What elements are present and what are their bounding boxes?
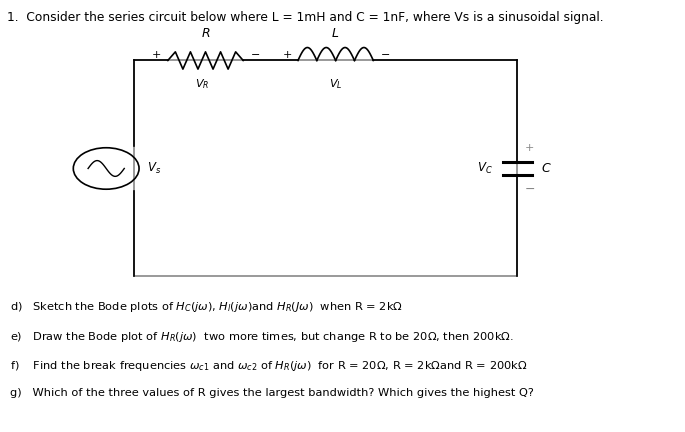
Text: 1.  Consider the series circuit below where L = 1mH and C = 1nF, where Vs is a s: 1. Consider the series circuit below whe…: [7, 11, 603, 24]
Text: $V_L$: $V_L$: [329, 77, 342, 91]
Text: +: +: [525, 143, 534, 153]
Text: R: R: [201, 27, 210, 40]
Text: g)   Which of the three values of R gives the largest bandwidth? Which gives the: g) Which of the three values of R gives …: [10, 388, 534, 398]
Text: e)   Draw the Bode plot of $H_R(j\omega)$  two more times, but change R to be 20: e) Draw the Bode plot of $H_R(j\omega)$ …: [10, 330, 514, 343]
Text: d)   Sketch the Bode plots of $H_C(j\omega)$, $H_l(j\omega)$and $H_R(J\omega)$  : d) Sketch the Bode plots of $H_C(j\omega…: [10, 300, 403, 314]
Text: f)    Find the break frequencies $\omega_{c1}$ and $\omega_{c2}$ of $H_R(j\omega: f) Find the break frequencies $\omega_{c…: [10, 359, 527, 373]
Text: C: C: [542, 162, 551, 175]
Text: +: +: [152, 50, 162, 60]
Text: −: −: [381, 50, 390, 60]
Text: −: −: [251, 50, 260, 60]
Text: $V_s$: $V_s$: [147, 161, 162, 176]
Text: +: +: [282, 50, 292, 60]
Text: −: −: [524, 183, 535, 196]
Text: $V_C$: $V_C$: [477, 161, 493, 176]
Text: $V_R$: $V_R$: [195, 77, 209, 91]
Text: L: L: [332, 27, 339, 40]
